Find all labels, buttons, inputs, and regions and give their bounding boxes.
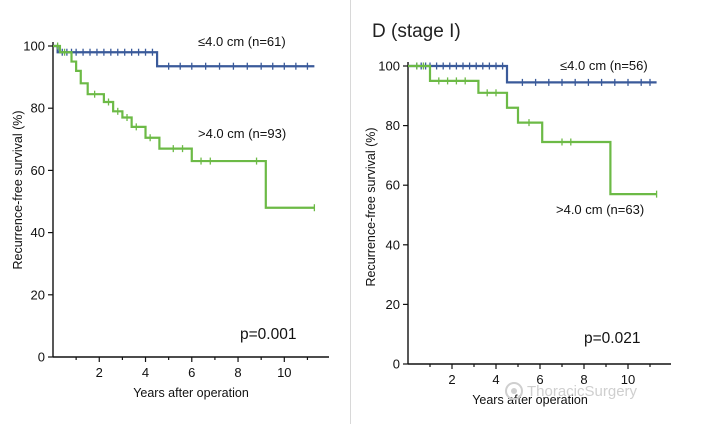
y-tick-label: 0 (393, 357, 400, 372)
p-value: p=0.021 (584, 330, 640, 347)
km-panel-left: Recurrence-free survival (%) Years after… (0, 0, 351, 424)
y-axis-title: Recurrence-free survival (%) (11, 110, 25, 269)
km-curve-large-tumor (408, 64, 657, 196)
series-label-small-tumor: ≤4.0 cm (n=61) (198, 34, 286, 49)
x-tick-label: 10 (277, 365, 291, 380)
p-value: p=0.001 (240, 326, 296, 343)
y-tick-label: 100 (23, 39, 45, 54)
x-tick-label: 8 (580, 372, 587, 387)
y-tick-label: 60 (386, 178, 400, 193)
y-tick-label: 40 (31, 225, 45, 240)
panel-title: D (stage I) (372, 21, 461, 42)
series-label-large-tumor: >4.0 cm (n=63) (556, 202, 644, 217)
x-tick-label: 8 (234, 365, 241, 380)
y-tick-label: 100 (378, 59, 400, 74)
y-tick-label: 80 (386, 118, 400, 133)
x-tick-label: 2 (448, 372, 455, 387)
km-curve-large-tumor (53, 44, 315, 209)
y-tick-label: 40 (386, 237, 400, 252)
km-curve-small-tumor (53, 44, 315, 68)
x-tick-label: 10 (621, 372, 635, 387)
x-axis-title: Years after operation (472, 393, 588, 407)
series-label-small-tumor: ≤4.0 cm (n=56) (560, 58, 648, 73)
x-tick-label: 4 (492, 372, 499, 387)
km-chart-left: Recurrence-free survival (%) Years after… (11, 34, 329, 400)
km-panel-right: D (stage I) Recurrence-free survival (%)… (352, 0, 707, 424)
x-tick-label: 6 (536, 372, 543, 387)
x-tick-label: 2 (96, 365, 103, 380)
y-tick-label: 20 (386, 297, 400, 312)
y-tick-label: 0 (38, 350, 45, 365)
y-axis-title: Recurrence-free survival (%) (364, 127, 378, 286)
series-label-large-tumor: >4.0 cm (n=93) (198, 126, 286, 141)
x-tick-label: 4 (142, 365, 149, 380)
x-tick-label: 6 (188, 365, 195, 380)
y-tick-label: 60 (31, 163, 45, 178)
km-curve-small-tumor (408, 64, 657, 84)
km-chart-right: D (stage I) Recurrence-free survival (%)… (364, 21, 671, 407)
y-tick-label: 20 (31, 287, 45, 302)
y-tick-label: 80 (31, 101, 45, 116)
x-axis-title: Years after operation (133, 386, 249, 400)
